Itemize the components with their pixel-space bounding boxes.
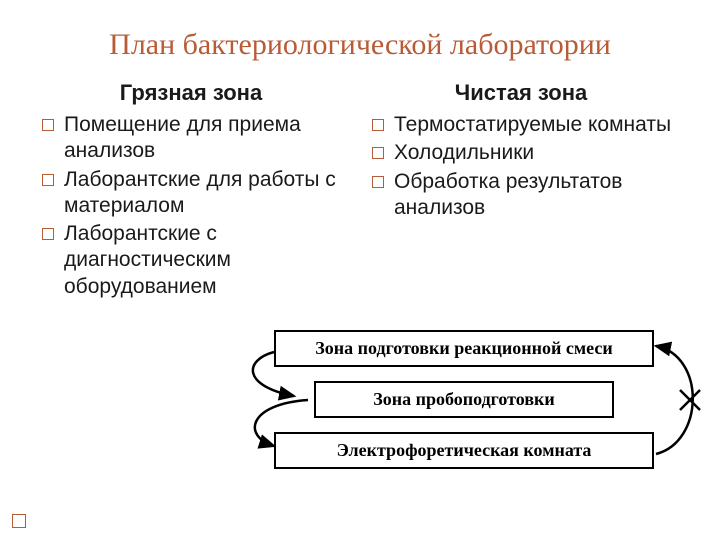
left-column: Грязная зона Помещение для приема анализ… — [40, 80, 342, 302]
list-item: Холодильники — [370, 140, 672, 166]
left-column-heading: Грязная зона — [40, 80, 342, 106]
list-item: Термостатируемые комнаты — [370, 112, 672, 138]
list-item: Помещение для приема анализов — [40, 112, 342, 165]
zone-box-2: Зона пробоподготовки — [314, 381, 614, 418]
two-column-layout: Грязная зона Помещение для приема анализ… — [0, 80, 720, 302]
left-bullet-list: Помещение для приема анализов Лаборантск… — [40, 112, 342, 300]
zone-box-3: Электрофоретическая комната — [274, 432, 654, 469]
list-item: Обработка результатов анализов — [370, 169, 672, 222]
right-column: Чистая зона Термостатируемые комнаты Хол… — [370, 80, 672, 302]
slide-title: План бактериологической лаборатории — [0, 0, 720, 80]
list-item: Лаборантские с диагностическим оборудова… — [40, 221, 342, 300]
right-column-heading: Чистая зона — [370, 80, 672, 106]
right-bullet-list: Термостатируемые комнаты Холодильники Об… — [370, 112, 672, 221]
zone-box-1: Зона подготовки реакционной смеси — [274, 330, 654, 367]
arrow-2-to-3-icon — [236, 396, 316, 456]
corner-decoration-icon — [12, 514, 26, 528]
list-item: Лаборантские для работы с материалом — [40, 167, 342, 220]
arrow-3-to-1-blocked-icon — [652, 332, 720, 472]
zones-diagram: Зона подготовки реакционной смеси Зона п… — [216, 330, 698, 483]
